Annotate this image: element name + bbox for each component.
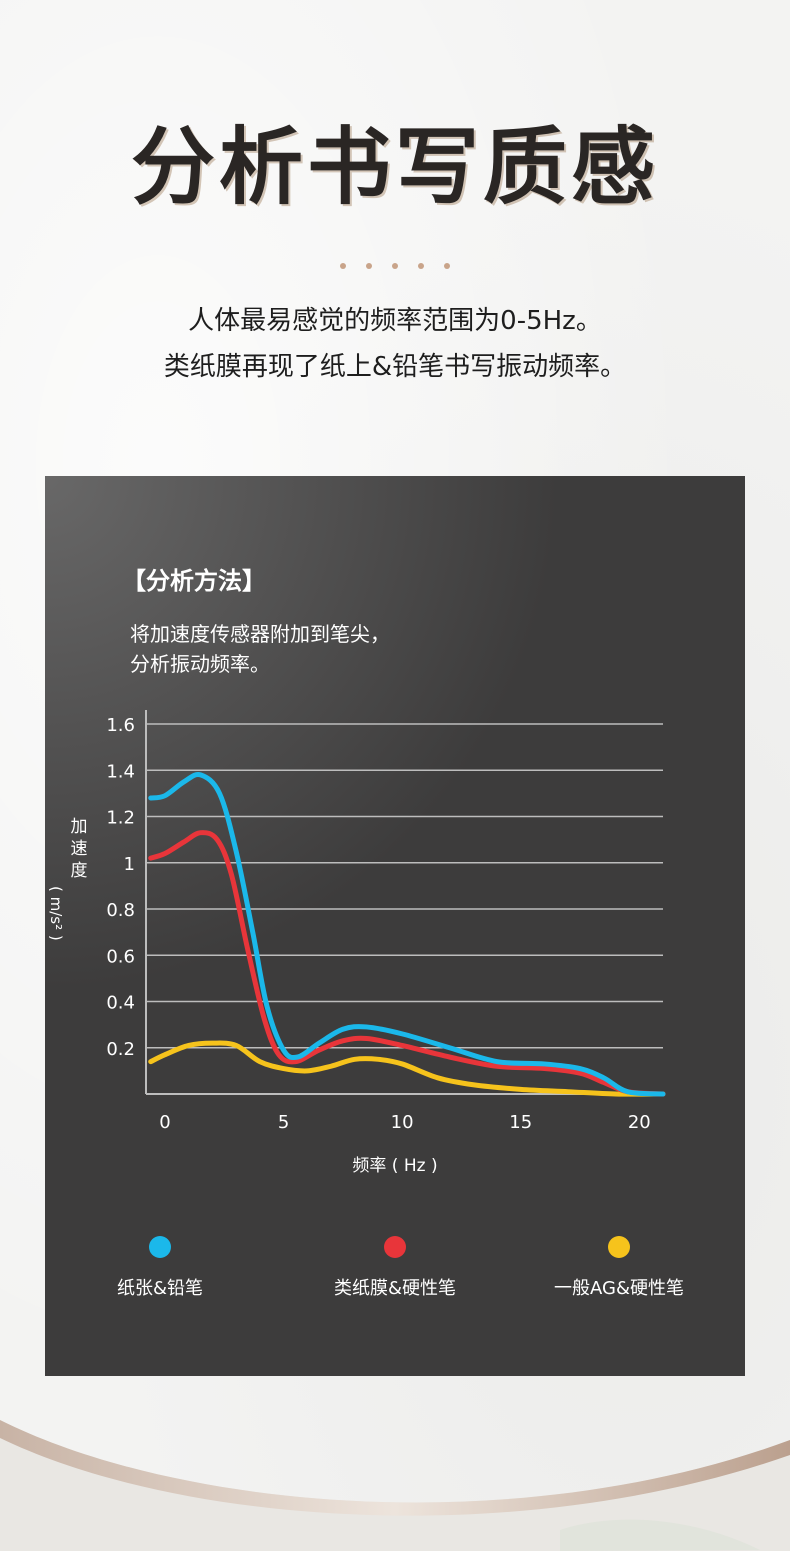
x-tick-label: 5: [278, 1112, 289, 1133]
subtitle-line-1: 人体最易感觉的频率范围为0-5Hz。: [188, 306, 602, 336]
y-tick-label: 0.6: [106, 946, 135, 967]
page-title: 分析书写质感: [130, 117, 659, 216]
legend-item-film-hard-pen: 类纸膜&硬性笔: [295, 1236, 495, 1300]
dot-icon: [392, 263, 398, 269]
legend-label: 一般AG&硬性笔: [554, 1278, 684, 1299]
y-axis-unit: ( m/s² ): [47, 886, 65, 941]
y-tick-label: 0.4: [106, 993, 135, 1014]
x-tick-label: 10: [391, 1112, 414, 1133]
y-tick-label: 1.4: [106, 761, 135, 782]
legend-dot-blue: [149, 1236, 171, 1258]
frequency-chart: 1.6 1.4 1.2 1 0.8 0.6 0.4 0.2 0 5 10 15 20: [106, 710, 666, 1133]
legend-label: 类纸膜&硬性笔: [333, 1278, 457, 1299]
x-tick-label: 20: [628, 1112, 651, 1133]
y-tick-label: 1.6: [106, 715, 135, 736]
dot-icon: [444, 263, 450, 269]
method-text-line-1: 将加速度传感器附加到笔尖，: [130, 622, 390, 646]
x-axis-label: 频率 ( Hz ): [352, 1156, 438, 1176]
dot-icon: [340, 263, 346, 269]
y-axis-label: 加速度: [70, 817, 88, 881]
dot-icon: [366, 263, 372, 269]
method-text-line-2: 分析振动频率。: [130, 652, 270, 676]
legend-label: 纸张&铅笔: [116, 1278, 204, 1299]
legend-dot-red: [384, 1236, 406, 1258]
legend-item-paper-pencil: 纸张&铅笔: [60, 1236, 260, 1300]
y-tick-label: 0.2: [106, 1039, 135, 1060]
subtitle-line-2: 类纸膜再现了纸上&铅笔书写振动频率。: [163, 352, 627, 382]
x-tick-label: 0: [159, 1112, 170, 1133]
decorative-dots: [0, 254, 790, 273]
y-tick-label: 1.2: [106, 808, 135, 829]
legend-item-ag-hard-pen: 一般AG&硬性笔: [519, 1236, 719, 1300]
series-line: [148, 1040, 666, 1097]
dot-icon: [418, 263, 424, 269]
legend-dot-yellow: [608, 1236, 630, 1258]
y-tick-label: 0.8: [106, 900, 135, 921]
series-line: [148, 771, 666, 1097]
analysis-panel: 【分析方法】 将加速度传感器附加到笔尖， 分析振动频率。 1.6 1.4 1.2 1 0…: [45, 476, 745, 1376]
bottom-decorative-wave: [0, 1420, 790, 1551]
series-line: [148, 830, 666, 1097]
y-tick-label: 1: [124, 854, 135, 875]
x-tick-label: 15: [509, 1112, 532, 1133]
method-heading: 【分析方法】: [122, 567, 266, 595]
